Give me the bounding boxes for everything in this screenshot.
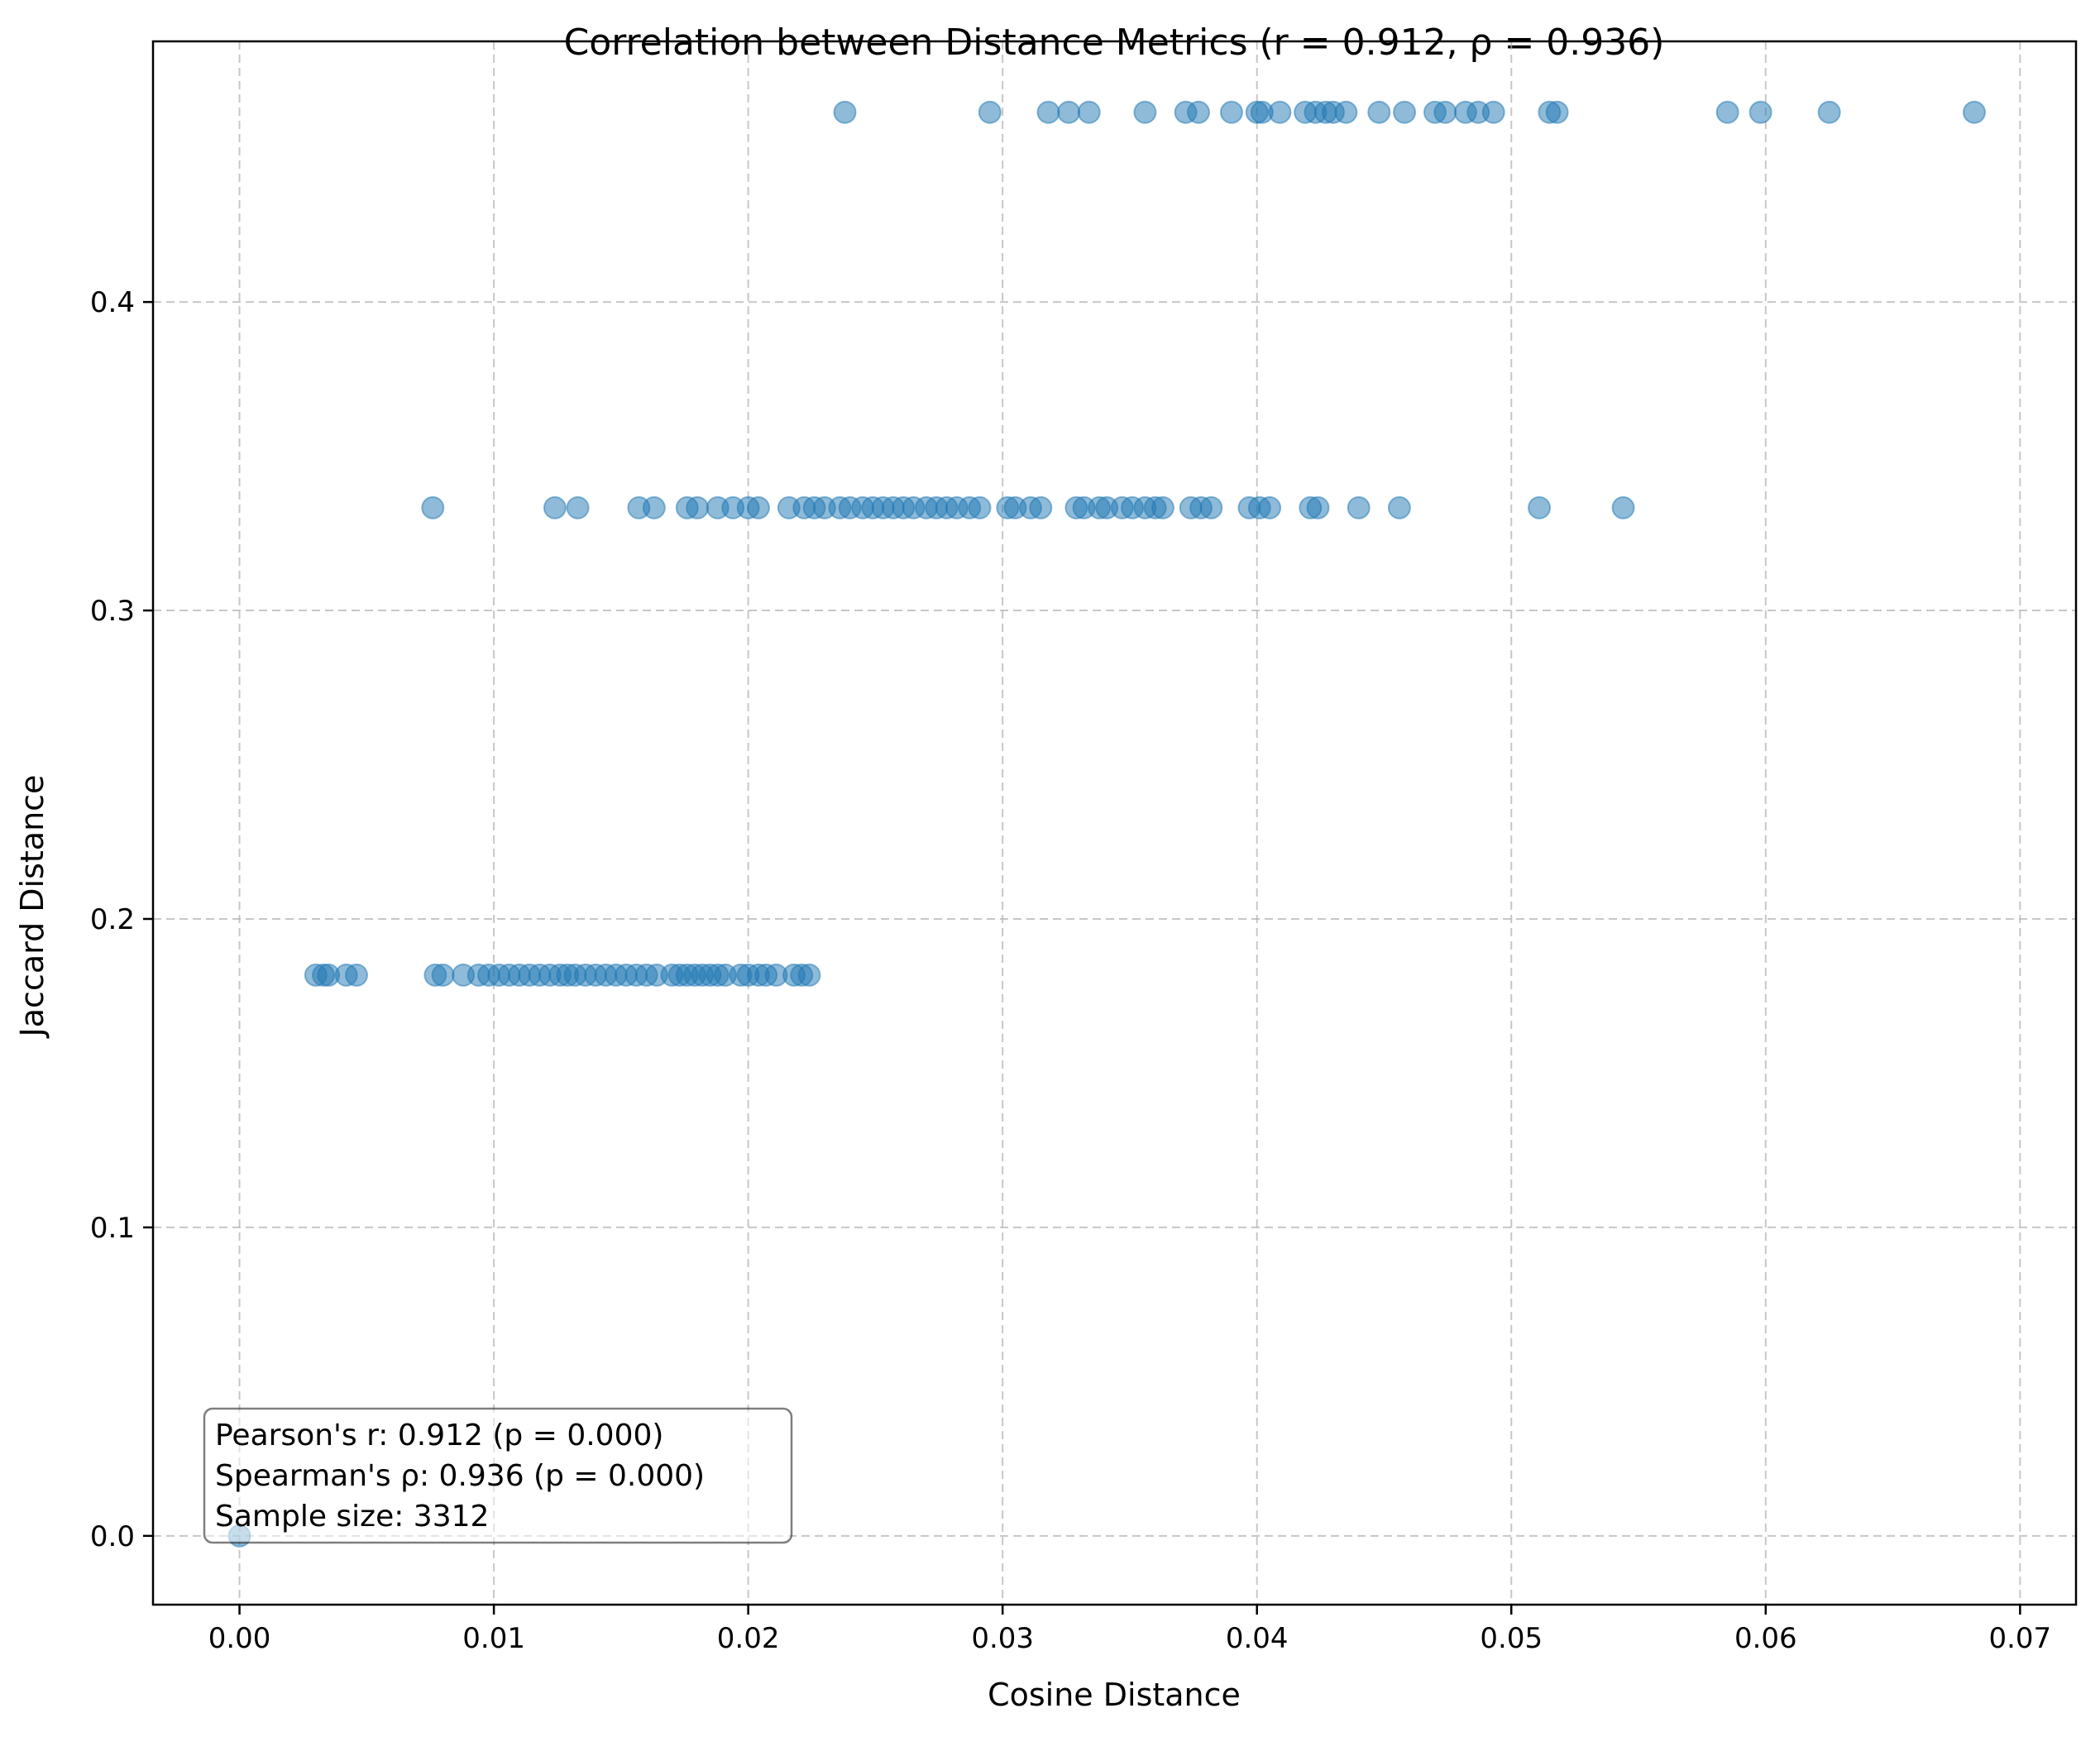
x-tick-label: 0.06 bbox=[1734, 1622, 1797, 1655]
scatter-point bbox=[1036, 100, 1060, 124]
scatter-point bbox=[421, 495, 445, 519]
y-tick-label: 0.4 bbox=[90, 286, 135, 319]
scatter-point bbox=[1150, 495, 1174, 519]
y-tick-label: 0.1 bbox=[90, 1212, 135, 1245]
x-tick-label: 0.01 bbox=[462, 1622, 525, 1655]
scatter-point bbox=[1393, 100, 1417, 124]
y-tick-label: 0.2 bbox=[90, 903, 135, 936]
x-tick-label: 0.07 bbox=[1988, 1622, 2051, 1655]
scatter-point bbox=[1545, 100, 1569, 124]
scatter-point bbox=[686, 495, 710, 519]
scatter-point bbox=[1962, 100, 1986, 124]
x-tick-label: 0.00 bbox=[208, 1622, 271, 1655]
scatter-point bbox=[797, 963, 821, 987]
scatter-point bbox=[1528, 495, 1552, 519]
scatter-point bbox=[1817, 100, 1841, 124]
scatter-point bbox=[1334, 100, 1358, 124]
scatter-point bbox=[1367, 100, 1391, 124]
scatter-point bbox=[1077, 100, 1101, 124]
stats-sample-size: Sample size: 3312 bbox=[215, 1500, 489, 1534]
scatter-point bbox=[1387, 495, 1411, 519]
scatter-point bbox=[1268, 100, 1292, 124]
scatter-point bbox=[1748, 100, 1772, 124]
scatter-point bbox=[566, 495, 590, 519]
scatter-point bbox=[543, 495, 567, 519]
stats-spearman: Spearman's ρ: 0.936 (p = 0.000) bbox=[215, 1459, 705, 1493]
scatter-point bbox=[1306, 495, 1330, 519]
scatter-point bbox=[345, 963, 369, 987]
scatter-point bbox=[1347, 495, 1371, 519]
scatter-point bbox=[1715, 100, 1739, 124]
x-tick-label: 0.04 bbox=[1226, 1622, 1289, 1655]
y-tick-label: 0.0 bbox=[90, 1520, 135, 1553]
stats-box: Pearson's r: 0.912 (p = 0.000) Spearman'… bbox=[203, 1407, 793, 1544]
x-tick-label: 0.05 bbox=[1480, 1622, 1543, 1655]
x-tick-label: 0.03 bbox=[971, 1622, 1034, 1655]
scatter-point bbox=[1029, 495, 1053, 519]
stats-pearson: Pearson's r: 0.912 (p = 0.000) bbox=[215, 1419, 663, 1452]
scatter-point bbox=[431, 963, 455, 987]
x-tick-label: 0.02 bbox=[717, 1622, 780, 1655]
scatter-point bbox=[978, 100, 1002, 124]
scatter-point bbox=[1219, 100, 1243, 124]
scatter-point bbox=[1133, 100, 1157, 124]
scatter-point bbox=[1186, 100, 1210, 124]
scatter-point bbox=[1199, 495, 1223, 519]
x-axis-ticks: 0.00 0.01 0.02 0.03 0.04 0.05 0.06 0.07 bbox=[208, 1605, 2051, 1655]
scatter-point bbox=[833, 100, 857, 124]
scatter-point bbox=[746, 495, 770, 519]
scatter-point bbox=[1433, 100, 1457, 124]
scatter-point bbox=[642, 495, 666, 519]
x-axis-label: Cosine Distance bbox=[988, 1677, 1241, 1713]
scatter-point bbox=[1611, 495, 1635, 519]
plot-area-frame bbox=[151, 40, 2078, 1606]
scatter-point bbox=[1057, 100, 1081, 124]
y-axis-ticks: 0.0 0.1 0.2 0.3 0.4 bbox=[90, 286, 153, 1553]
scatter-point bbox=[968, 495, 992, 519]
y-tick-label: 0.3 bbox=[90, 595, 135, 628]
scatter-point bbox=[1258, 495, 1282, 519]
scatter-point bbox=[1481, 100, 1505, 124]
stats-box-background bbox=[203, 1407, 793, 1544]
chart-title: Correlation between Distance Metrics (r … bbox=[564, 22, 1665, 64]
y-axis-label: Jaccard Distance bbox=[14, 775, 50, 1039]
